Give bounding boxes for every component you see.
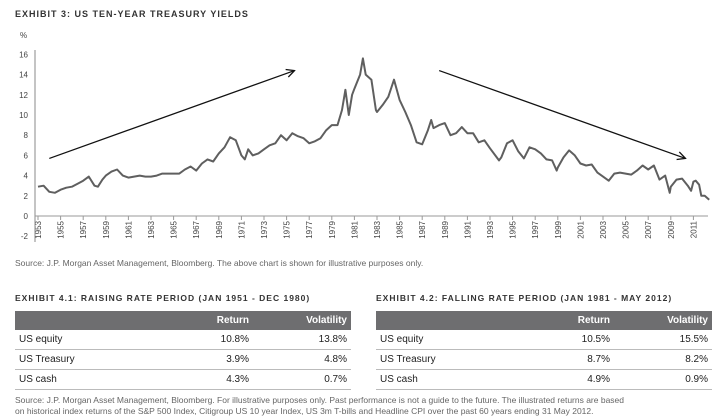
return-value: 10.8% [165, 330, 253, 350]
x-tick-label: 1963 [147, 220, 156, 238]
x-tick-label: 1955 [57, 220, 66, 238]
x-tick-label: 1999 [554, 220, 563, 238]
y-tick-label: 10 [19, 111, 28, 120]
table-row: US equity 10.5% 15.5% [376, 330, 712, 350]
x-tick-label: 1959 [102, 220, 111, 238]
yield-series-line [37, 57, 710, 201]
table-header-row: Return Volatility [15, 311, 351, 330]
footer-source-line: Source: J.P. Morgan Asset Management, Bl… [15, 395, 625, 405]
return-value: 4.3% [165, 369, 253, 390]
return-value: 4.9% [526, 369, 614, 390]
x-tick-label: 1973 [260, 220, 269, 238]
table-1-title: EXHIBIT 4.1: RAISING RATE PERIOD (JAN 19… [15, 293, 311, 303]
x-tick-label: 1977 [305, 220, 314, 238]
x-tick-label: 1985 [396, 220, 405, 238]
row-label: US Treasury [15, 349, 165, 370]
table-header-row: Return Volatility [376, 311, 712, 330]
row-label: US cash [376, 369, 526, 390]
x-tick-label: 1971 [237, 220, 246, 238]
volatility-value: 0.7% [253, 369, 351, 390]
x-tick-label: 1991 [463, 220, 472, 238]
header-return: Return [526, 311, 614, 330]
x-tick-label: 1961 [124, 220, 133, 238]
y-tick-label: 0 [24, 212, 29, 221]
x-tick-label: 1989 [441, 220, 450, 238]
x-tick-label: 1981 [350, 220, 359, 238]
y-tick-label: 2 [24, 192, 29, 201]
header-volatility: Volatility [253, 311, 351, 330]
raising-rate-table: Return Volatility US equity 10.8% 13.8% US… [15, 311, 351, 390]
y-tick-label: 12 [19, 91, 28, 100]
row-label: US cash [15, 369, 165, 390]
chart-title: EXHIBIT 3: US TEN-YEAR TREASURY YIELDS [15, 9, 249, 19]
y-tick-label: 16 [19, 50, 28, 59]
x-tick-label: 1975 [283, 220, 292, 238]
x-tick-label: 2005 [622, 220, 631, 238]
y-tick-label: 6 [24, 151, 29, 160]
x-tick-label: 2009 [667, 220, 676, 238]
header-label [376, 311, 526, 330]
y-tick-label: 14 [19, 71, 28, 80]
x-tick-label: 1965 [170, 220, 179, 238]
y-axis-label: % [20, 31, 27, 40]
footer-source-line: on historical index returns of the S&P 5… [15, 406, 594, 416]
y-tick-label: 4 [24, 172, 29, 181]
return-value: 8.7% [526, 349, 614, 370]
trend-arrow [438, 69, 685, 159]
x-tick-label: 2001 [576, 220, 585, 238]
header-return: Return [165, 311, 253, 330]
trend-arrow [49, 71, 294, 160]
return-value: 10.5% [526, 330, 614, 350]
x-tick-label: 2007 [644, 220, 653, 238]
x-tick-label: 1957 [79, 220, 88, 238]
chart-source: Source: J.P. Morgan Asset Management, Bl… [15, 258, 424, 268]
x-tick-label: 1983 [373, 220, 382, 238]
x-tick-label: 2003 [599, 220, 608, 238]
return-value: 3.9% [165, 349, 253, 370]
row-label: US equity [376, 330, 526, 350]
table-row: US Treasury 8.7% 8.2% [376, 349, 712, 370]
volatility-value: 8.2% [614, 349, 712, 370]
header-volatility: Volatility [614, 311, 712, 330]
row-label: US equity [15, 330, 165, 350]
table-row: US cash 4.3% 0.7% [15, 369, 351, 390]
volatility-value: 0.9% [614, 369, 712, 390]
x-tick-label: 1953 [34, 220, 43, 238]
table-row: US cash 4.9% 0.9% [376, 369, 712, 390]
x-tick-label: 1993 [486, 220, 495, 238]
x-tick-label: 1997 [531, 220, 540, 238]
x-tick-label: 1979 [328, 220, 337, 238]
yield-chart: % 16 14 12 10 8 6 4 2 0 -2 1953 1955 1957 1959 1961 19… [19, 31, 710, 242]
row-label: US Treasury [376, 349, 526, 370]
volatility-value: 4.8% [253, 349, 351, 370]
x-tick-label: 1969 [215, 220, 224, 238]
falling-rate-table: Return Volatility US equity 10.5% 15.5% US… [376, 311, 712, 390]
table-row: US Treasury 3.9% 4.8% [15, 349, 351, 370]
x-tick-label: 1995 [509, 220, 518, 238]
header-label [15, 311, 165, 330]
y-tick-label: -2 [21, 232, 29, 241]
volatility-value: 13.8% [253, 330, 351, 350]
volatility-value: 15.5% [614, 330, 712, 350]
x-tick-label: 1967 [192, 220, 201, 238]
table-row: US equity 10.8% 13.8% [15, 330, 351, 350]
x-tick-label: 2011 [689, 220, 698, 238]
table-2-title: EXHIBIT 4.2: FALLING RATE PERIOD (JAN 19… [376, 293, 673, 303]
x-tick-label: 1987 [418, 220, 427, 238]
y-tick-label: 8 [24, 131, 29, 140]
footer-source: Source: J.P. Morgan Asset Management, Bl… [15, 395, 624, 417]
